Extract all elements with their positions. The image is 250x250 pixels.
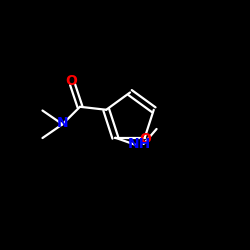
Text: O: O	[139, 132, 151, 146]
Text: O: O	[65, 74, 77, 88]
Text: NH: NH	[128, 137, 151, 151]
Text: N: N	[57, 116, 68, 130]
